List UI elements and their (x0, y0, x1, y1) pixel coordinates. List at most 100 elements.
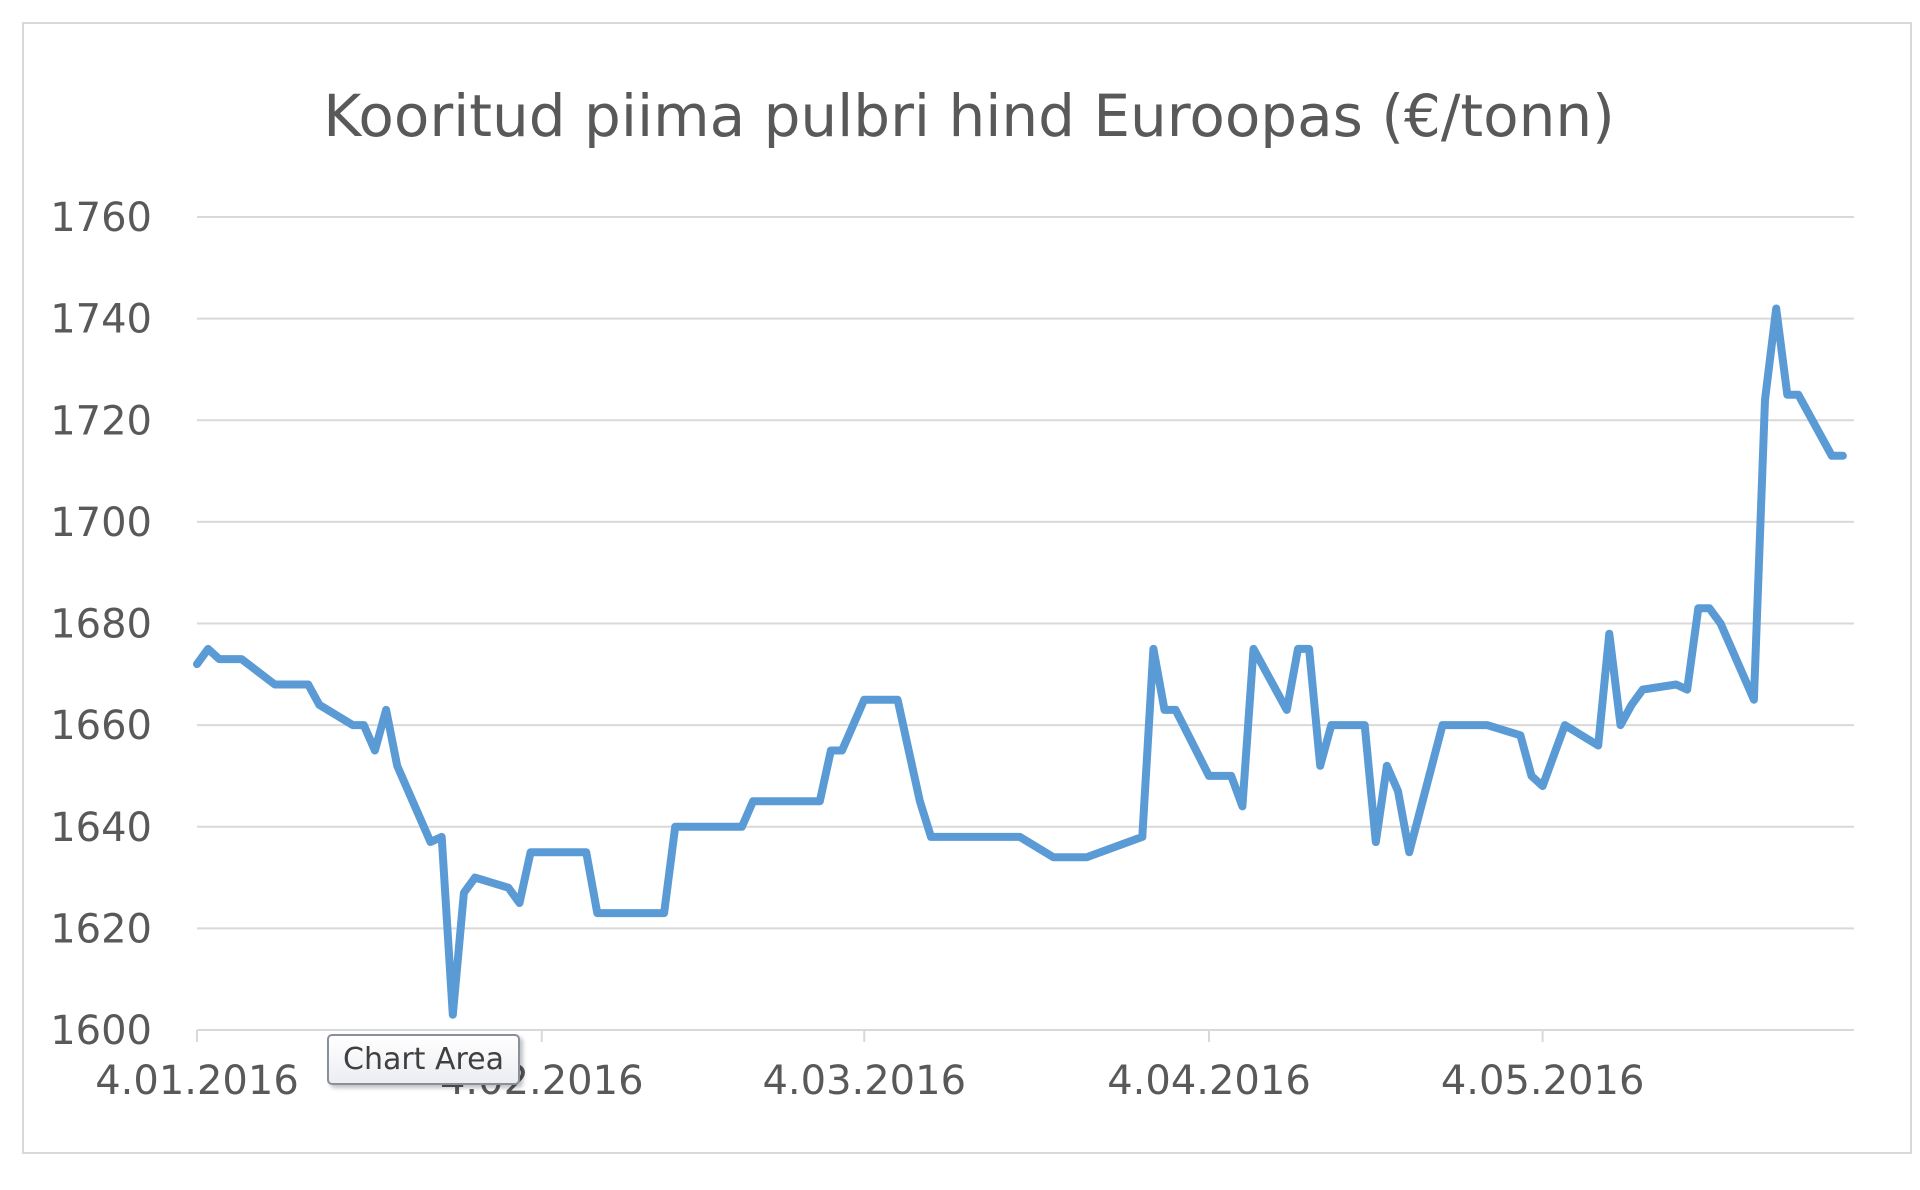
data-point[interactable] (549, 848, 557, 856)
data-point[interactable] (771, 797, 779, 805)
plot-area[interactable] (193, 304, 1847, 1019)
data-point[interactable] (1483, 721, 1491, 729)
data-point[interactable] (427, 838, 435, 846)
data-point[interactable] (1205, 772, 1213, 780)
data-point[interactable] (1705, 604, 1713, 612)
data-point[interactable] (1561, 721, 1569, 729)
data-point[interactable] (282, 681, 290, 689)
data-point[interactable] (983, 833, 991, 841)
data-point[interactable] (671, 823, 679, 831)
data-point[interactable] (1005, 833, 1013, 841)
data-point[interactable] (1761, 396, 1769, 404)
data-point[interactable] (1394, 787, 1402, 795)
data-point[interactable] (1372, 838, 1380, 846)
chart-area[interactable]: Kooritud piima pulbri hind Euroopas (€/t… (22, 22, 1912, 1154)
data-point[interactable] (1605, 630, 1613, 638)
data-point[interactable] (660, 909, 668, 917)
data-point[interactable] (527, 848, 535, 856)
data-point[interactable] (1617, 721, 1625, 729)
series-line[interactable] (193, 304, 1847, 1019)
data-point[interactable] (1717, 620, 1725, 628)
data-point[interactable] (738, 823, 746, 831)
data-point[interactable] (1083, 853, 1091, 861)
data-point[interactable] (1683, 686, 1691, 694)
data-point[interactable] (605, 909, 613, 917)
data-point[interactable] (315, 701, 323, 709)
data-point[interactable] (1138, 833, 1146, 841)
data-point[interactable] (1016, 833, 1024, 841)
data-point[interactable] (816, 797, 824, 805)
data-point[interactable] (1839, 452, 1847, 460)
data-point[interactable] (1383, 762, 1391, 770)
data-point[interactable] (1149, 645, 1157, 653)
data-point[interactable] (593, 909, 601, 917)
data-point[interactable] (860, 696, 868, 704)
data-point[interactable] (293, 681, 301, 689)
data-point[interactable] (1672, 681, 1680, 689)
data-point[interactable] (516, 899, 524, 907)
data-point[interactable] (1172, 706, 1180, 714)
data-point[interactable] (1216, 772, 1224, 780)
data-point[interactable] (1694, 604, 1702, 612)
data-point[interactable] (271, 681, 279, 689)
data-point[interactable] (393, 762, 401, 770)
data-point[interactable] (504, 884, 512, 892)
data-point[interactable] (1227, 772, 1235, 780)
data-point[interactable] (1250, 645, 1258, 653)
data-point[interactable] (371, 747, 379, 755)
data-point[interactable] (204, 645, 212, 653)
data-point[interactable] (1450, 721, 1458, 729)
data-point[interactable] (438, 833, 446, 841)
data-point[interactable] (449, 1011, 457, 1019)
data-point[interactable] (994, 833, 1002, 841)
data-point[interactable] (1294, 645, 1302, 653)
data-point[interactable] (1628, 701, 1636, 709)
data-point[interactable] (916, 797, 924, 805)
data-point[interactable] (627, 909, 635, 917)
data-point[interactable] (1327, 721, 1335, 729)
data-point[interactable] (894, 696, 902, 704)
data-point[interactable] (1750, 696, 1758, 704)
data-point[interactable] (927, 833, 935, 841)
data-point[interactable] (582, 848, 590, 856)
data-point[interactable] (1539, 782, 1547, 790)
data-point[interactable] (827, 747, 835, 755)
data-point[interactable] (1361, 721, 1369, 729)
data-point[interactable] (349, 721, 357, 729)
data-point[interactable] (1639, 686, 1647, 694)
data-point[interactable] (705, 823, 713, 831)
data-point[interactable] (682, 823, 690, 831)
data-point[interactable] (749, 797, 757, 805)
data-point[interactable] (382, 706, 390, 714)
data-point[interactable] (1783, 391, 1791, 399)
data-point[interactable] (849, 721, 857, 729)
data-point[interactable] (1550, 752, 1558, 760)
data-point[interactable] (616, 909, 624, 917)
data-point[interactable] (760, 797, 768, 805)
data-point[interactable] (1238, 802, 1246, 810)
data-point[interactable] (471, 874, 479, 882)
data-point[interactable] (1828, 452, 1836, 460)
data-point[interactable] (1472, 721, 1480, 729)
data-point[interactable] (838, 747, 846, 755)
data-point[interactable] (226, 655, 234, 663)
data-point[interactable] (972, 833, 980, 841)
data-point[interactable] (1594, 742, 1602, 750)
data-point[interactable] (1161, 706, 1169, 714)
data-point[interactable] (1528, 772, 1536, 780)
data-point[interactable] (1794, 391, 1802, 399)
data-point[interactable] (693, 823, 701, 831)
data-point[interactable] (905, 747, 913, 755)
data-point[interactable] (782, 797, 790, 805)
data-point[interactable] (304, 681, 312, 689)
data-point[interactable] (1316, 762, 1324, 770)
data-point[interactable] (1049, 853, 1057, 861)
data-point[interactable] (1405, 848, 1413, 856)
data-point[interactable] (238, 655, 246, 663)
data-point[interactable] (1461, 721, 1469, 729)
data-point[interactable] (360, 721, 368, 729)
data-point[interactable] (1283, 706, 1291, 714)
data-point[interactable] (1072, 853, 1080, 861)
data-point[interactable] (193, 660, 201, 668)
data-point[interactable] (1516, 731, 1524, 739)
